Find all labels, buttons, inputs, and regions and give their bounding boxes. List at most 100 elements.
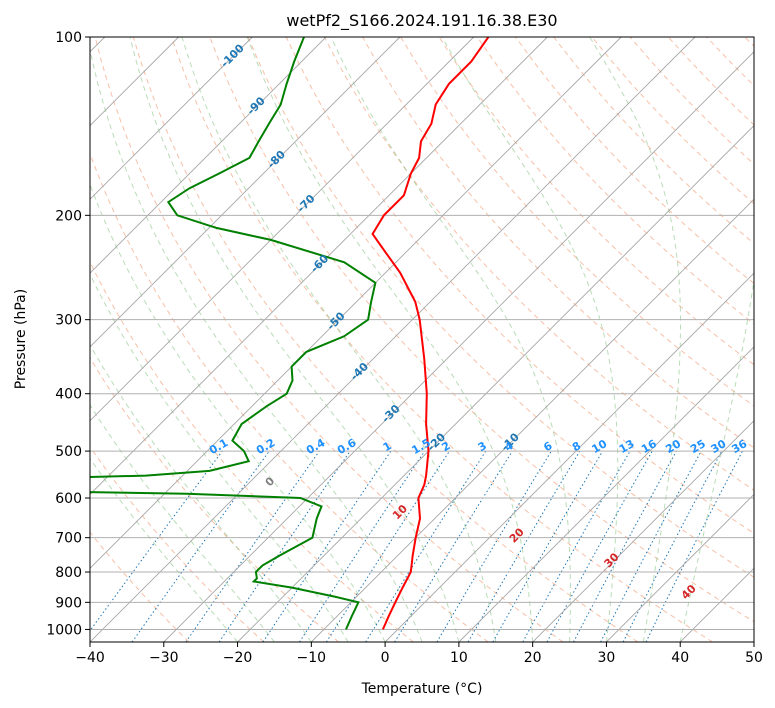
mixing-ratio-label: 30	[709, 437, 729, 456]
dry-adiabat-line	[90, 356, 339, 642]
background-lines	[90, 37, 754, 642]
moist-adiabat-line	[246, 37, 534, 642]
x-tick-label: 10	[450, 650, 468, 666]
x-axis-ticks: −40 −30 −20 −10 0 10 20 30 40 50	[75, 642, 763, 666]
isotherm-line	[606, 493, 754, 642]
isotherm-label: -70	[294, 192, 317, 215]
moist-adiabat-line	[90, 404, 275, 642]
dry-adiabat-line	[362, 37, 754, 449]
isotherm-line	[163, 51, 754, 642]
isotherm-line	[90, 37, 401, 348]
x-tick-label: 30	[598, 650, 616, 666]
isotherm-line	[237, 124, 754, 642]
y-tick-label: 900	[55, 595, 82, 611]
y-tick-label: 600	[55, 491, 82, 507]
moist-adiabat-line	[589, 37, 681, 642]
mixing-ratio-line	[90, 450, 223, 632]
dry-adiabat-line	[706, 37, 754, 87]
isotherm-line	[90, 37, 327, 274]
moist-adiabat-line	[90, 457, 238, 642]
mixing-ratio-label: 36	[730, 437, 750, 456]
dry-adiabat-line	[400, 37, 754, 407]
dry-adiabat-line	[209, 37, 754, 623]
chart-title: wetPf2_S166.2024.191.16.38.E30	[286, 11, 557, 31]
isotherm-label: -80	[265, 148, 288, 171]
moist-adiabat-label: 10	[390, 502, 410, 522]
mixing-ratio-label: 8	[570, 439, 583, 454]
x-tick-label: −10	[297, 650, 327, 666]
isotherm-label: -30	[379, 402, 402, 425]
dry-adiabat-line	[132, 37, 639, 642]
mixing-ratio-label: 0.6	[335, 436, 359, 457]
y-tick-label: 800	[55, 565, 82, 581]
plot-frame	[89, 36, 755, 643]
mixing-ratio-line	[299, 450, 426, 642]
isotherm-line	[90, 37, 548, 496]
isotherm-label: -100	[218, 41, 247, 70]
dry-adiabat-line	[90, 531, 190, 642]
x-tick-label: 50	[745, 650, 763, 666]
dry-adiabat-line	[515, 37, 754, 285]
grid-lines	[90, 37, 754, 642]
profile-series	[90, 37, 490, 630]
moist-adiabat-line	[441, 37, 619, 642]
dry-adiabat-line	[553, 37, 754, 245]
mixing-ratio-line	[218, 450, 351, 642]
isotherm-label: -50	[324, 309, 347, 332]
dry-adiabat-line	[171, 37, 713, 642]
x-axis-label: Temperature (°C)	[361, 681, 483, 697]
y-tick-label: 500	[55, 444, 82, 460]
x-tick-label: 0	[381, 650, 390, 666]
dry-adiabat-line	[744, 37, 754, 47]
moist-adiabat-line	[90, 47, 423, 642]
mixing-ratio-label: 20	[663, 437, 683, 456]
mixing-ratio-label: 3	[476, 439, 489, 454]
moist-adiabat-line	[330, 37, 571, 642]
dry-adiabat-line	[591, 37, 754, 205]
mixing-ratio-label: 0.1	[207, 436, 230, 457]
mixing-ratio-label: 25	[688, 437, 708, 456]
moist-adiabat-label: 0	[263, 474, 278, 489]
y-tick-label: 200	[55, 208, 82, 224]
isotherm-line	[458, 346, 754, 642]
dry-adiabat-line	[90, 446, 265, 642]
x-tick-label: 40	[671, 650, 689, 666]
mixing-ratio-line	[185, 450, 320, 642]
moist-adiabat-line	[679, 37, 754, 642]
mixing-ratio-line	[546, 450, 653, 642]
mixing-ratio-line	[325, 450, 450, 642]
moist-adiabat-line	[129, 37, 460, 642]
y-tick-label: 300	[55, 313, 82, 329]
moist-adiabat-label: 20	[507, 525, 527, 545]
isotherm-line	[90, 37, 696, 642]
isotherm-line	[532, 420, 754, 642]
moist-adiabat-line	[90, 343, 312, 642]
moist-adiabat-label: 30	[602, 550, 622, 570]
mixing-ratio-line	[394, 450, 513, 642]
mixing-ratio-line	[262, 450, 392, 642]
dry-adiabat-line	[476, 37, 754, 325]
x-tick-label: −30	[149, 650, 179, 666]
temperature-profile-line	[371, 37, 490, 630]
mixing-ratio-label: 10	[589, 437, 609, 456]
mixing-ratio-line	[645, 450, 743, 642]
mixing-ratio-label: 16	[639, 437, 659, 456]
dry-adiabat-line	[438, 37, 754, 366]
mixing-ratio-line	[436, 450, 552, 642]
isotherm-line	[90, 37, 253, 200]
dry-adiabat-line	[90, 260, 414, 642]
moist-adiabat-line	[90, 183, 386, 642]
mixing-ratio-line	[573, 450, 677, 642]
dry-adiabat-line	[247, 37, 754, 578]
isotherm-line	[90, 37, 622, 569]
mixing-ratio-label: 0.4	[304, 436, 328, 457]
isotherm-label: -60	[308, 252, 331, 275]
isotherm-line	[90, 37, 475, 422]
mixing-ratio-line	[467, 450, 581, 642]
mixing-ratio-label: 13	[617, 437, 637, 456]
dry-adiabat-line	[90, 152, 489, 642]
moist-adiabat-label: 40	[679, 582, 699, 602]
isotherm-line	[679, 567, 754, 642]
y-axis-label: Pressure (hPa)	[13, 289, 29, 389]
